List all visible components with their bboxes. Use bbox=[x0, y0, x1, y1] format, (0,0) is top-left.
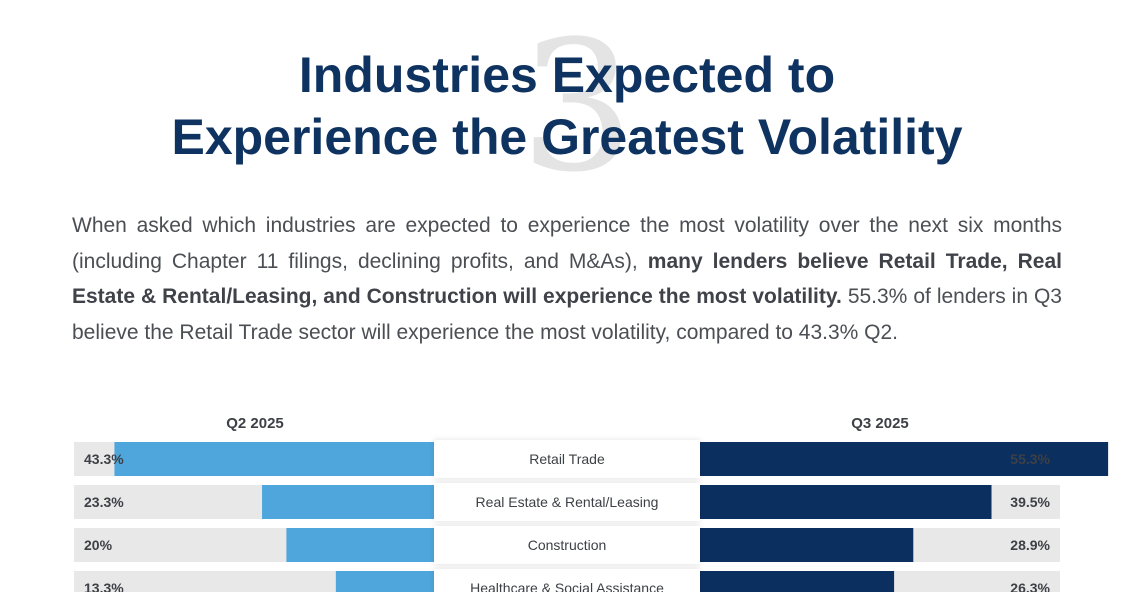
q3-bar bbox=[700, 528, 914, 562]
intro-paragraph: When asked which industries are expected… bbox=[72, 208, 1062, 350]
category-label-box bbox=[434, 440, 700, 478]
category-label-box bbox=[434, 526, 700, 564]
title-line-1: Industries Expected to bbox=[298, 47, 836, 103]
volatility-comparison-chart: Retail Trade 43.3% 55.3% Real Estate & Rent… bbox=[74, 440, 1109, 592]
category-label-box bbox=[434, 483, 700, 521]
q3-value-label: 26.3% bbox=[1010, 580, 1050, 592]
category-label: Construction bbox=[528, 537, 607, 553]
intro-text-part-2: 55.3% of lenders in Q3 believe the Retai… bbox=[72, 285, 1062, 344]
q2-value-label: 23.3% bbox=[84, 494, 124, 510]
q2-bar bbox=[114, 442, 435, 476]
intro-bold-text: many lenders believe Retail Trade, Real … bbox=[72, 249, 1062, 309]
q2-value-label: 20% bbox=[84, 537, 113, 553]
q2-bar bbox=[286, 528, 434, 562]
title-line-2: Experience the Greatest Volatility bbox=[171, 109, 963, 165]
q3-bar bbox=[700, 442, 1109, 476]
q3-bar bbox=[700, 485, 992, 519]
q3-value-label: 55.3% bbox=[1010, 451, 1050, 467]
q3-value-label: 39.5% bbox=[1010, 494, 1050, 510]
page-title: Industries Expected to Experience the Gr… bbox=[0, 44, 1134, 168]
q2-value-label: 43.3% bbox=[84, 451, 124, 467]
category-label: Real Estate & Rental/Leasing bbox=[476, 494, 659, 510]
q2-bar bbox=[335, 571, 434, 592]
q2-column-header: Q2 2025 bbox=[226, 415, 284, 432]
intro-text-part-1: When asked which industries are expected… bbox=[72, 214, 1062, 273]
q3-bar bbox=[700, 571, 895, 592]
q2-value-label: 13.3% bbox=[84, 580, 124, 592]
category-label: Healthcare & Social Assistance bbox=[470, 580, 664, 592]
q3-column-header: Q3 2025 bbox=[851, 415, 909, 432]
q2-bar bbox=[262, 485, 434, 519]
category-label: Retail Trade bbox=[529, 451, 605, 467]
section-number-watermark: 3 bbox=[520, 3, 635, 212]
category-label-box bbox=[434, 569, 700, 592]
q3-value-label: 28.9% bbox=[1010, 537, 1050, 553]
